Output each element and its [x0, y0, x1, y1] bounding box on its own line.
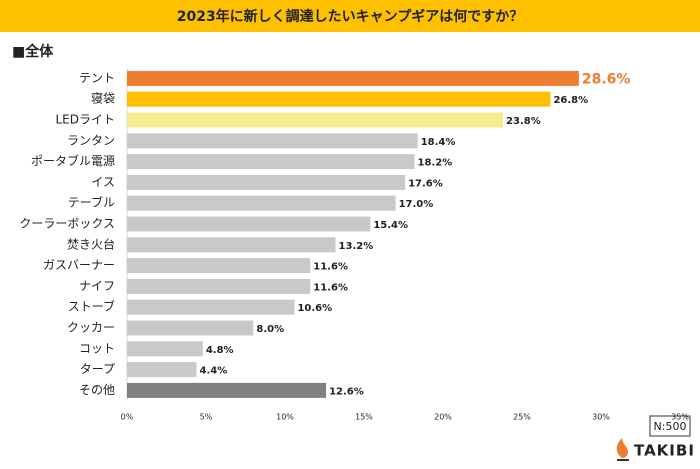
category-label: ストーブ [68, 299, 115, 314]
value-label: 10.6% [297, 303, 332, 314]
note: N:500 [654, 420, 687, 433]
value-label: 15.4% [373, 220, 408, 231]
category-label: タープ [80, 362, 115, 376]
value-label: 11.6% [313, 282, 348, 293]
value-label: 28.6% [582, 71, 631, 87]
category-label: テーブル [68, 195, 115, 210]
bar [127, 133, 418, 149]
category-label: ナイフ [79, 279, 115, 293]
category-label: ガスバーナー [43, 258, 115, 272]
x-tick-label: 30% [592, 412, 610, 421]
subtitle: ■全体 [12, 43, 54, 60]
bar [127, 278, 311, 294]
x-tick-label: 20% [434, 412, 452, 421]
bar [127, 320, 254, 336]
bar [127, 154, 415, 170]
category-label: 焚き火台 [67, 236, 115, 251]
x-tick-label: 35% [671, 412, 689, 421]
bar [127, 91, 551, 107]
x-tick-label: 0% [121, 412, 134, 421]
chart-title: 2023年に新しく調達したいキャンプギアは何ですか？ [177, 8, 524, 25]
bar [127, 112, 504, 128]
bar [127, 195, 396, 211]
bar [127, 382, 327, 398]
category-label: LEDライト [55, 113, 115, 127]
bar [127, 174, 406, 190]
category-label: クッカー [67, 321, 115, 335]
logo: TAKIBI [634, 442, 695, 460]
logo-icon [616, 438, 628, 458]
bar [127, 299, 295, 315]
x-tick-label: 10% [276, 412, 294, 421]
category-label: ポータブル電源 [31, 153, 115, 168]
bar [127, 70, 579, 86]
value-label: 23.8% [506, 116, 541, 127]
note-box [649, 415, 691, 437]
category-label: テント [79, 71, 115, 85]
bar [127, 237, 336, 253]
x-tick-label: 25% [513, 412, 531, 421]
category-label: その他 [79, 383, 115, 397]
bar [127, 362, 197, 378]
bar [127, 216, 371, 232]
bar [127, 341, 203, 357]
category-label: クーラーボックス [19, 217, 115, 231]
category-label: コット [79, 341, 115, 355]
value-label: 18.2% [418, 158, 453, 169]
category-label: ランタン [67, 133, 115, 147]
value-label: 17.6% [408, 178, 443, 189]
value-label: 17.0% [399, 199, 434, 210]
value-label: 26.8% [553, 95, 588, 106]
value-label: 4.4% [200, 366, 228, 377]
value-label: 12.6% [329, 386, 364, 397]
x-tick-label: 5% [200, 412, 213, 421]
value-label: 4.8% [206, 345, 234, 356]
bar [127, 258, 311, 274]
title-banner [0, 0, 700, 32]
category-label: 寝袋 [91, 91, 115, 106]
value-label: 13.2% [339, 241, 374, 252]
value-label: 18.4% [421, 137, 456, 148]
x-tick-label: 15% [355, 412, 373, 421]
value-label: 8.0% [256, 324, 284, 335]
value-label: 11.6% [313, 262, 348, 273]
category-label: イス [91, 175, 115, 189]
